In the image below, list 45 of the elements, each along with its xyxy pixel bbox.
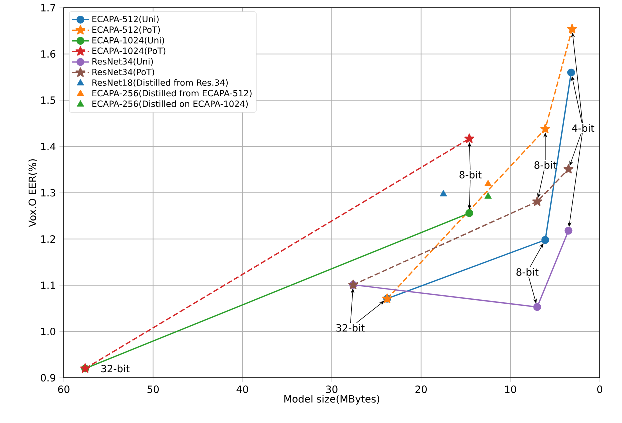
x-tick-label: 10 [505,386,516,394]
annotation: 8-bit [460,171,482,179]
legend-label: ECAPA-512(Uni) [92,16,159,24]
x-tick-label: 20 [416,386,428,394]
y-axis-title: Vox.O EER(%) [28,160,38,228]
point [484,180,492,186]
point [464,134,474,144]
y-tick-label: 1.6 [41,50,56,58]
annotation: 4-bit [572,124,595,132]
y-tick-label: 1.3 [41,189,56,197]
x-axis-title: Model size(MBytes) [284,395,380,405]
point [564,226,573,235]
x-tick-label: 0 [597,386,603,394]
point [532,196,542,206]
point [540,124,550,134]
legend-label: ECAPA-256(Distilled from ECAPA-512) [92,90,252,98]
y-tick-label: 1.4 [41,143,56,150]
x-tick-label: 40 [236,386,248,394]
point [484,192,492,199]
legend-label: ECAPA-256(Distilled on ECAPA-1024) [92,100,248,108]
point [567,68,576,77]
x-tick-label: 50 [148,386,160,394]
y-tick-label: 1.7 [41,4,56,12]
y-tick-label: 1.5 [41,96,56,104]
legend-label: ResNet18(Distilled from Res.34) [92,79,228,88]
point [542,236,550,244]
annotation: 8-bit [516,268,539,276]
y-tick-label: 1.0 [41,328,56,336]
y-tick-label: 1.1 [41,282,56,290]
legend-label: ResNet34(PoT) [92,68,154,76]
legend-label: ECAPA-1024(Uni) [92,37,164,45]
legend-label: ECAPA-1024(PoT) [92,48,166,56]
annotation: 32-bit [336,324,365,332]
point [567,24,578,34]
point [564,164,574,174]
point [440,190,448,197]
x-tick-label: 30 [326,386,338,394]
legend-label: ResNet34(Uni) [92,58,154,66]
point [466,209,474,218]
legend-label: ECAPA-512(PoT) [92,26,160,34]
annotation: 32-bit [102,364,130,373]
point [534,303,542,312]
y-tick-label: 1.2 [41,236,56,243]
y-tick-label: 0.9 [41,374,56,382]
x-tick-label: 60 [58,386,70,394]
